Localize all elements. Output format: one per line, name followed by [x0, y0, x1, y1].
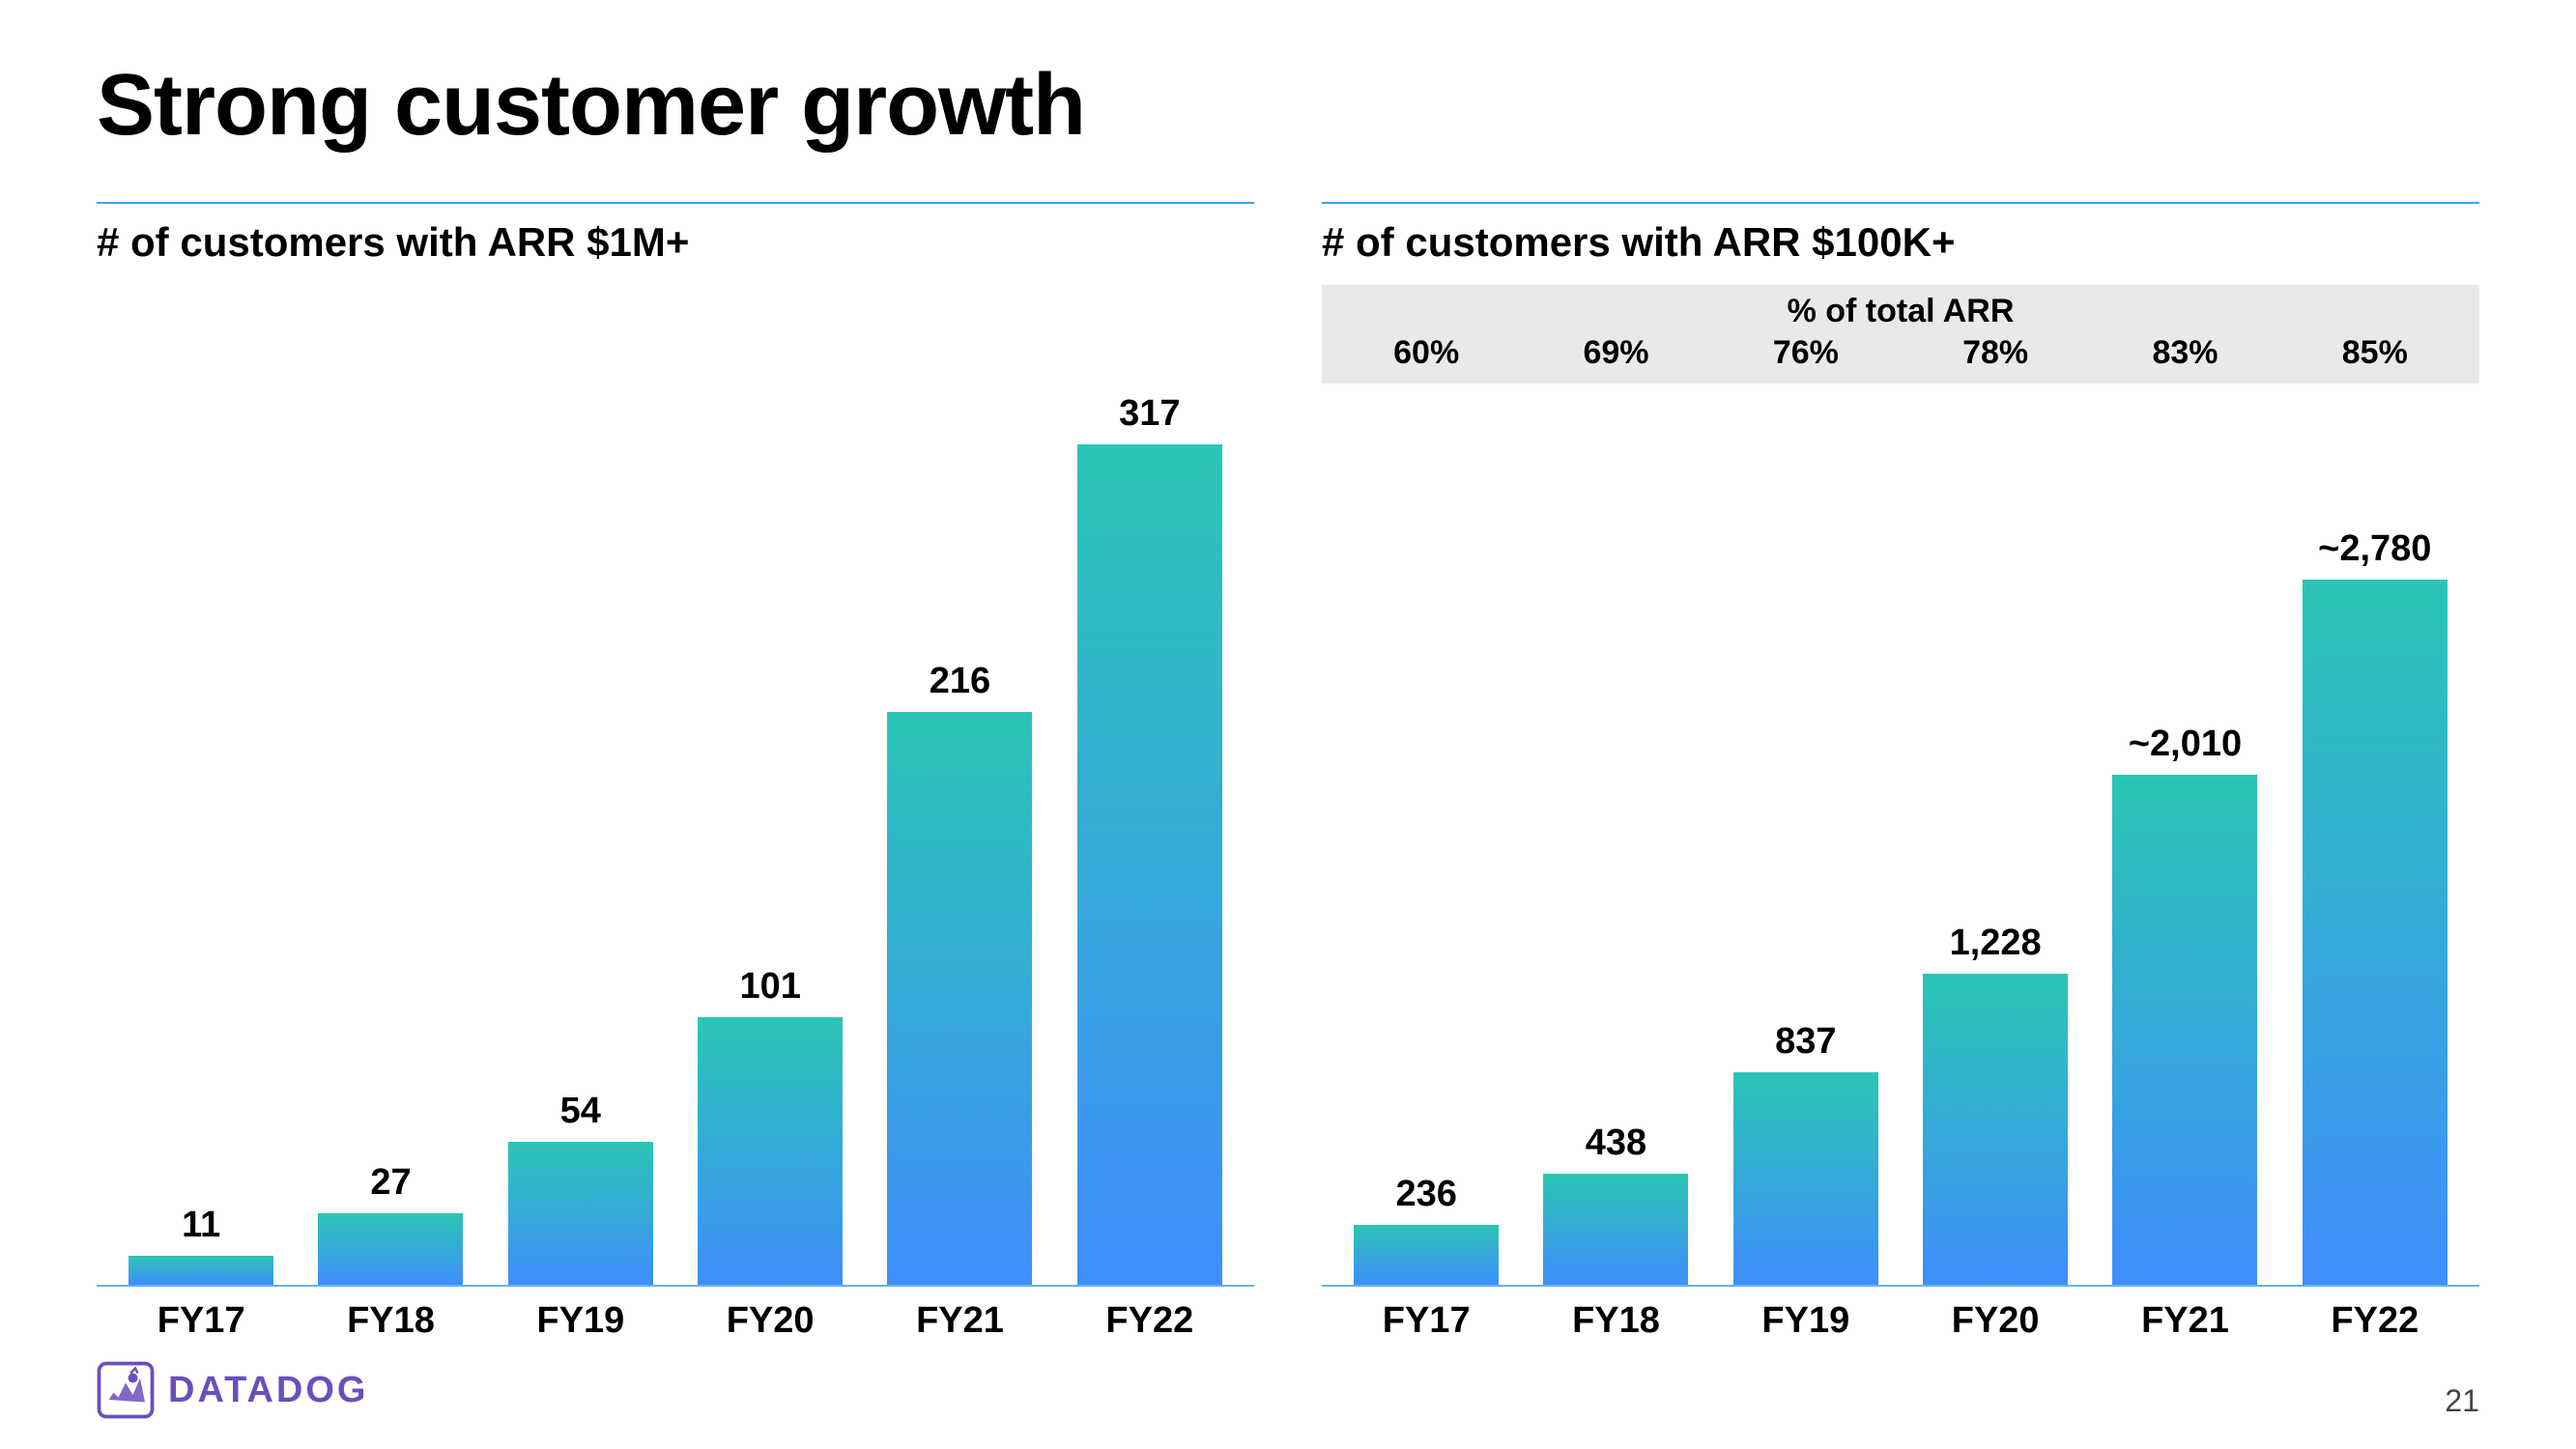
bar [1354, 1225, 1499, 1285]
bar-group: 317 [1055, 393, 1245, 1285]
x-axis-label: FY18 [296, 1300, 485, 1342]
bar-group: 27 [296, 393, 485, 1285]
bar-group: 236 [1331, 393, 1521, 1285]
bar-value-label: 236 [1395, 1174, 1456, 1215]
x-axis-label: FY19 [1711, 1300, 1901, 1342]
bar [1077, 444, 1222, 1285]
bar-value-label: 317 [1119, 393, 1180, 435]
page-number: 21 [2445, 1383, 2479, 1419]
bar [508, 1142, 653, 1285]
slide-footer: DATADOG 21 [97, 1342, 2479, 1419]
bar-value-label: 54 [560, 1091, 601, 1132]
bar-value-label: 837 [1775, 1021, 1836, 1063]
bar-group: 101 [675, 393, 865, 1285]
bars-container-left: 11 27 54 101 216 317 [97, 393, 1254, 1287]
bar-value-label: ~2,780 [2318, 528, 2431, 570]
bar-group: 438 [1521, 393, 1710, 1285]
bar [698, 1017, 843, 1285]
arr-percent-cell: 78% [1901, 334, 2090, 372]
x-axis-label: FY21 [865, 1300, 1054, 1342]
bar-group: ~2,010 [2090, 393, 2279, 1285]
x-axis-label: FY21 [2090, 1300, 2279, 1342]
bar-group: 837 [1711, 393, 1901, 1285]
bar [318, 1213, 463, 1285]
bar-group: 1,228 [1901, 393, 2090, 1285]
arr-percent-cell: 69% [1521, 334, 1710, 372]
x-axis-label: FY19 [486, 1300, 675, 1342]
chart-area-right: 2364388371,228~2,010~2,780 FY17FY18FY19F… [1322, 393, 2479, 1342]
arr-table-header: % of total ARR [1322, 285, 2479, 334]
chart-area-left: 11 27 54 101 216 317 FY17FY18FY19FY20FY21FY22 [97, 393, 1254, 1342]
bar-value-label: 1,228 [1950, 923, 2042, 964]
arr-table-row: 60%69%76%78%83%85% [1322, 334, 2479, 384]
bar-value-label: 11 [182, 1205, 220, 1246]
arr-percent-cell: 83% [2090, 334, 2279, 372]
brand-logo: DATADOG [97, 1361, 368, 1419]
bar-group: ~2,780 [2280, 393, 2470, 1285]
bar-value-label: 438 [1586, 1122, 1646, 1164]
x-axis-label: FY22 [1055, 1300, 1245, 1342]
bar-value-label: ~2,010 [2129, 724, 2242, 765]
bar [2303, 580, 2447, 1285]
x-axis-label: FY18 [1521, 1300, 1710, 1342]
bar-group: 216 [865, 393, 1054, 1285]
bar-group: 11 [106, 393, 296, 1285]
bar-group: 54 [486, 393, 675, 1285]
bar [1923, 974, 2068, 1285]
chart-divider-left [97, 202, 1254, 204]
bar [1733, 1072, 1878, 1285]
x-axis-label: FY17 [106, 1300, 296, 1342]
bar [887, 712, 1032, 1285]
x-axis-label: FY22 [2280, 1300, 2470, 1342]
x-axis-label: FY20 [1901, 1300, 2090, 1342]
slide-title: Strong customer growth [97, 58, 2479, 154]
arr-percent-table: % of total ARR 60%69%76%78%83%85% [1322, 285, 2479, 384]
datadog-icon [97, 1361, 155, 1419]
brand-name: DATADOG [168, 1370, 368, 1411]
bar [1543, 1174, 1688, 1285]
bar-value-label: 216 [930, 661, 990, 702]
charts-row: # of customers with ARR $1M+ 11 27 54 101 21… [97, 202, 2479, 1342]
x-axis-label: FY17 [1331, 1300, 1521, 1342]
x-axis-label: FY20 [675, 1300, 865, 1342]
bar [129, 1256, 273, 1285]
chart-panel-arr-100k: # of customers with ARR $100K+ % of tota… [1322, 202, 2479, 1342]
chart-title-right: # of customers with ARR $100K+ [1322, 219, 2479, 266]
arr-percent-cell: 85% [2280, 334, 2470, 372]
chart-title-left: # of customers with ARR $1M+ [97, 219, 1254, 266]
x-axis-right: FY17FY18FY19FY20FY21FY22 [1322, 1287, 2479, 1342]
bar-value-label: 27 [370, 1162, 411, 1204]
bar-value-label: 101 [739, 966, 800, 1008]
arr-percent-cell: 76% [1711, 334, 1901, 372]
arr-percent-cell: 60% [1331, 334, 1521, 372]
chart-panel-arr-1m: # of customers with ARR $1M+ 11 27 54 101 21… [97, 202, 1254, 1342]
chart-divider-right [1322, 202, 2479, 204]
x-axis-left: FY17FY18FY19FY20FY21FY22 [97, 1287, 1254, 1342]
bars-container-right: 236 438 837 1,228 ~2,010 ~2,780 [1322, 393, 2479, 1287]
bar [2112, 775, 2257, 1285]
